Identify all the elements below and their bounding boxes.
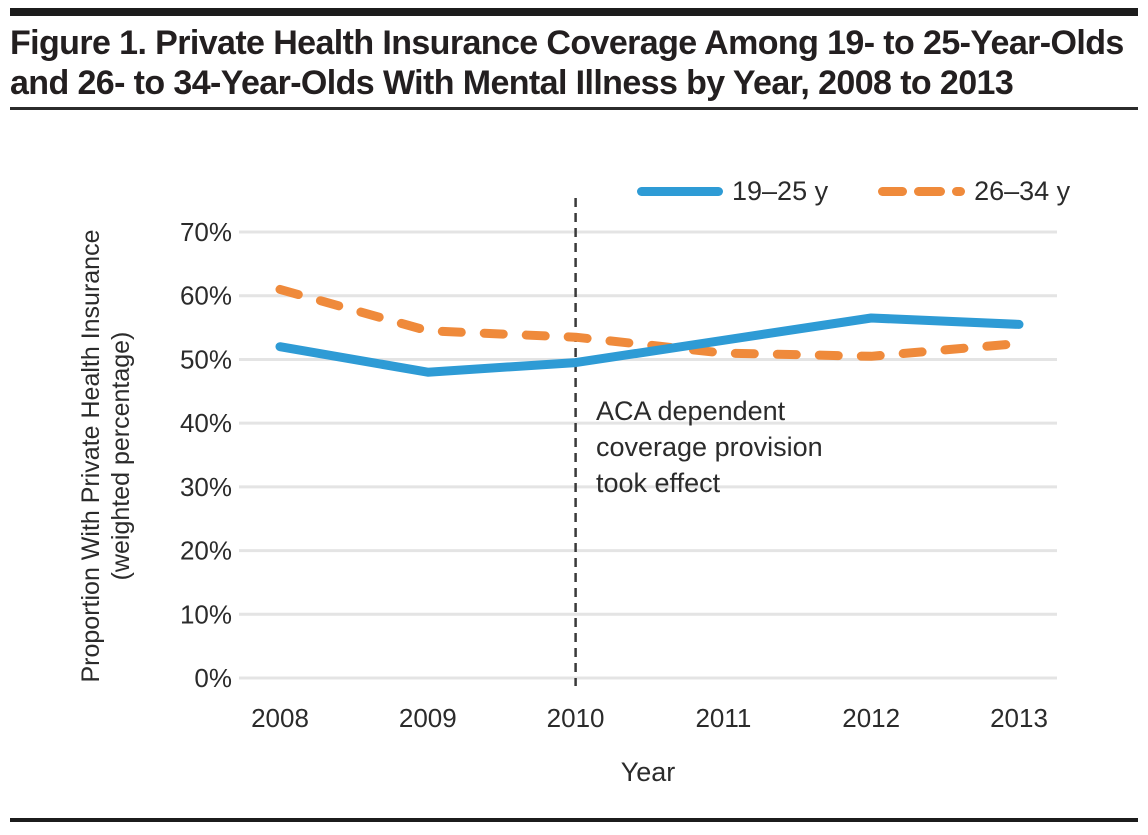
legend-swatch-dashed-line: [878, 187, 966, 196]
y-tick-label: 10%: [180, 599, 232, 629]
y-tick-label: 70%: [180, 217, 232, 247]
legend-label-26-34: 26–34 y: [974, 176, 1071, 206]
x-tick-label: 2008: [251, 703, 309, 733]
y-tick-label: 20%: [180, 536, 232, 566]
y-axis-title-line1: Proportion With Private Health Insurance: [77, 229, 105, 683]
y-tick-label: 60%: [180, 281, 232, 311]
legend-swatch-solid-line: [637, 187, 723, 196]
x-tick-label: 2013: [990, 703, 1048, 733]
series-line-26-34: [275, 284, 1024, 361]
x-tick-label: 2009: [399, 703, 457, 733]
aca-annotation-line2: coverage provision: [596, 432, 823, 462]
bottom-rule-bar: [10, 818, 1138, 822]
legend-dash-segment: [914, 187, 946, 196]
aca-annotation-line1: ACA dependent: [596, 396, 786, 426]
x-tick-label: 2011: [695, 703, 751, 733]
y-tick-label: 50%: [180, 344, 232, 374]
x-axis-title: Year: [620, 757, 676, 787]
y-axis-title-line2: (weighted percentage): [107, 331, 135, 581]
y-tick-label: 40%: [180, 408, 232, 438]
x-tick-label: 2010: [547, 703, 605, 733]
x-tick-label: 2012: [842, 703, 900, 733]
y-tick-label: 30%: [180, 472, 232, 502]
legend-dash-segment: [878, 187, 908, 196]
legend-dash-segment: [952, 187, 966, 196]
y-axis-title: Proportion With Private Health Insurance…: [76, 206, 136, 706]
aca-annotation: ACA dependent coverage provision took ef…: [596, 393, 823, 501]
legend-label-19-25: 19–25 y: [732, 176, 829, 206]
series-line-19-25: [275, 313, 1024, 377]
y-tick-label: 0%: [194, 663, 232, 693]
top-rule-bar: [10, 8, 1138, 16]
figure-title: Figure 1. Private Health Insurance Cover…: [10, 24, 1124, 102]
chart-legend: 19–25 y 26–34 y: [637, 176, 1070, 207]
aca-annotation-line3: took effect: [596, 468, 721, 498]
title-divider-rule: [10, 107, 1138, 110]
